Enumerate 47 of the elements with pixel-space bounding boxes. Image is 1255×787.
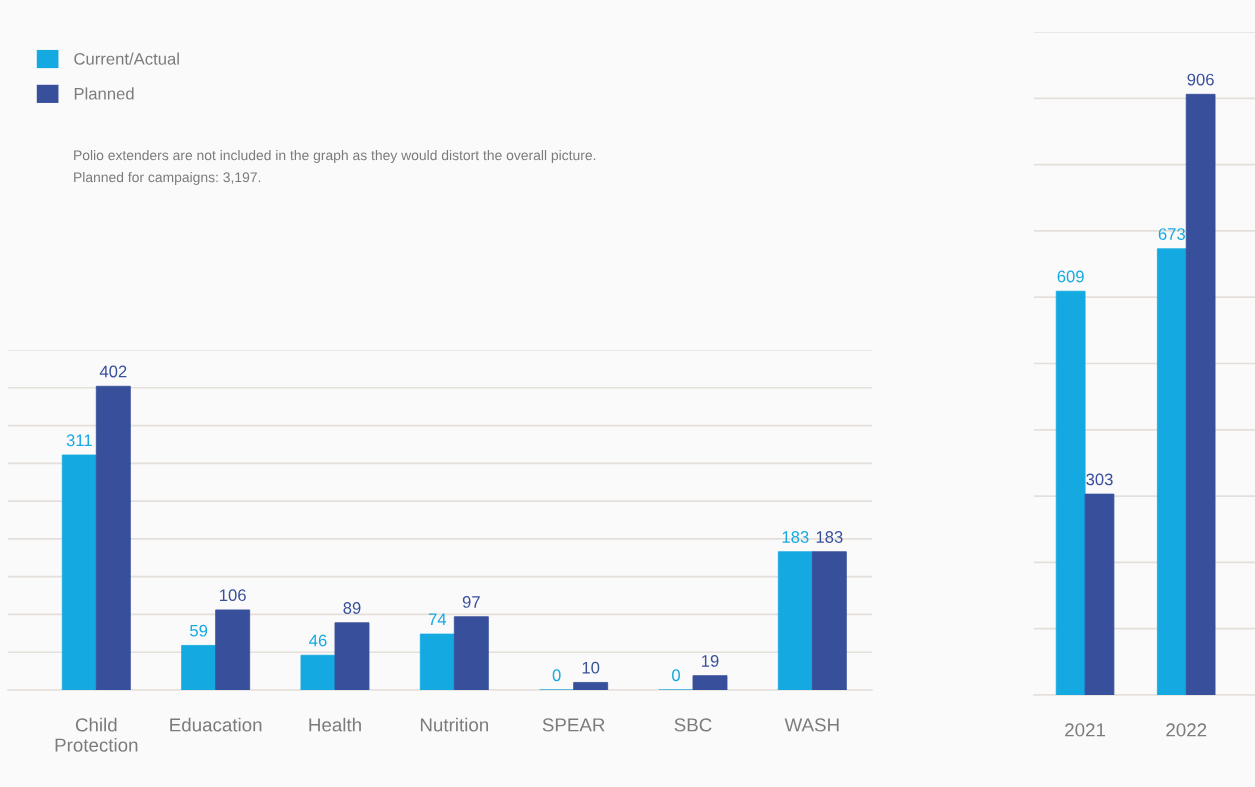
data-label: 74 [428,613,447,626]
legend-label: Current/Actual [74,52,179,65]
data-label: 906 [1187,73,1214,86]
x-tick-label: SBC [674,718,712,732]
x-tick-label: Health [309,717,361,732]
bar [181,645,217,690]
text: Polio extenders are not included in the graph as they would distort the overall picture. [74,150,596,163]
data-label: 183 [816,531,843,543]
data-label: 59 [190,624,208,637]
data-label: 19 [702,654,719,667]
data-label: 673 [1158,228,1185,240]
x-tick-label: Eduacation [170,717,262,732]
x-tick-label: SPEAR [542,718,605,732]
data-label: 311 [66,434,92,447]
data-label: 89 [343,602,361,614]
bar [215,609,251,690]
x-tick-label: Nutrition [420,717,489,732]
data-label: 106 [220,589,246,602]
data-label: 402 [99,365,127,378]
data-label: 97 [462,596,480,608]
bar [1185,93,1216,695]
bar [419,633,455,690]
data-label: 46 [309,634,327,647]
text: Planned for campaigns: 3,197. [74,172,261,185]
data-label: 609 [1057,270,1084,283]
bar [334,622,370,690]
bar [692,675,728,690]
x-tick-label: 2021 [1065,723,1106,737]
x-tick-label: 2022 [1166,723,1207,737]
data-label: 0 [672,669,680,682]
bar [1055,290,1086,695]
bar [573,682,609,690]
legend-label: Planned [74,87,134,100]
x-tick-label: WASH [784,718,839,732]
bar [811,551,847,690]
bar [1156,248,1187,695]
bar [1084,493,1115,695]
data-label: 0 [552,669,561,682]
data-label: 303 [1086,473,1113,486]
bar [300,654,336,690]
bar [453,616,489,690]
data-label: 183 [782,531,809,543]
bar [95,385,131,690]
bar [777,551,813,690]
x-tick-label: Child Protection [55,717,138,752]
bar [61,454,97,690]
data-label: 10 [582,661,600,674]
